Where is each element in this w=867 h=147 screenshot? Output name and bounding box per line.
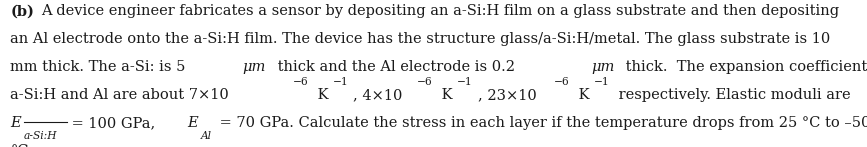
Text: −1: −1 xyxy=(594,77,610,87)
Text: −1: −1 xyxy=(457,77,473,87)
Text: °C.: °C. xyxy=(10,144,33,147)
Text: , 4×10: , 4×10 xyxy=(354,88,402,102)
Text: an Al electrode onto the a-Si:H film. The device has the structure glass/a-Si:H/: an Al electrode onto the a-Si:H film. Th… xyxy=(10,32,831,46)
Text: E: E xyxy=(187,116,198,130)
Text: μm: μm xyxy=(243,60,266,74)
Text: respectively. Elastic moduli are: respectively. Elastic moduli are xyxy=(614,88,856,102)
Text: E: E xyxy=(10,116,21,130)
Text: a-Si:H and Al are about 7×10: a-Si:H and Al are about 7×10 xyxy=(10,88,229,102)
Text: −6: −6 xyxy=(293,77,309,87)
Text: = 70 GPa. Calculate the stress in each layer if the temperature drops from 25 °C: = 70 GPa. Calculate the stress in each l… xyxy=(215,116,867,130)
Text: thick and the Al electrode is 0.2: thick and the Al electrode is 0.2 xyxy=(273,60,519,74)
Text: −6: −6 xyxy=(417,77,433,87)
Text: μm: μm xyxy=(591,60,615,74)
Text: mm thick. The a-Si: is 5: mm thick. The a-Si: is 5 xyxy=(10,60,191,74)
Text: Al: Al xyxy=(201,131,212,141)
Text: −6: −6 xyxy=(553,77,569,87)
Text: K: K xyxy=(574,88,590,102)
Text: A device engineer fabricates a sensor by depositing an a-Si:H film on a glass su: A device engineer fabricates a sensor by… xyxy=(42,4,839,18)
Text: a-Si:H: a-Si:H xyxy=(24,131,57,141)
Text: K: K xyxy=(437,88,453,102)
Text: −1: −1 xyxy=(333,77,349,87)
Text: thick.  The expansion coefficients of glass,: thick. The expansion coefficients of gla… xyxy=(622,60,867,74)
Text: K: K xyxy=(313,88,329,102)
Text: , 23×10: , 23×10 xyxy=(478,88,537,102)
Text: (b): (b) xyxy=(10,4,35,18)
Text: = 100 GPa,: = 100 GPa, xyxy=(68,116,160,130)
